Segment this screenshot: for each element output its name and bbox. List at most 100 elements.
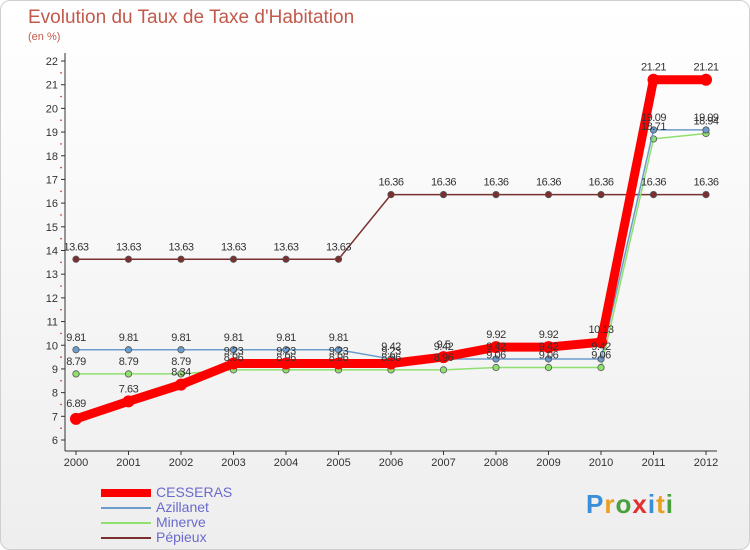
data-label: 16.36 (536, 177, 561, 189)
data-point (72, 370, 80, 378)
y-minor-dot (60, 72, 62, 74)
data-label: 9.92 (486, 329, 506, 341)
data-label: 13.63 (221, 241, 246, 253)
data-point (72, 255, 80, 263)
data-label: 18.71 (641, 121, 666, 133)
chart-subtitle: (en %) (28, 31, 61, 43)
legend-label: Pépieux (156, 529, 207, 545)
data-point (280, 357, 292, 370)
logo-letter: x (632, 489, 648, 519)
data-point (385, 357, 397, 370)
data-label: 16.36 (378, 177, 403, 189)
data-point (437, 351, 450, 364)
y-minor-dot (60, 143, 62, 145)
data-point (544, 363, 553, 372)
data-point (72, 346, 80, 354)
logo-letter: i (665, 489, 674, 519)
data-point (649, 126, 658, 134)
data-label: 13.63 (63, 241, 88, 253)
legend-swatch (101, 537, 151, 539)
data-point (70, 412, 82, 425)
data-label: 8.34 (171, 367, 191, 379)
y-tick-label: 12 (46, 293, 58, 305)
y-minor-dot (60, 308, 62, 311)
y-tick-label: 20 (46, 103, 58, 115)
legend-swatch (101, 522, 151, 524)
data-label: 9.81 (171, 332, 191, 344)
data-label: 9.23 (224, 345, 244, 357)
data-label: 18.94 (693, 115, 718, 127)
data-point (124, 370, 133, 378)
y-tick-label: 18 (46, 151, 58, 163)
data-point (490, 341, 502, 354)
data-point (124, 346, 133, 354)
y-tick-label: 16 (46, 198, 58, 210)
y-minor-dot (60, 379, 62, 382)
chart-title: Evolution du Taux de Taxe d'Habitation (28, 7, 355, 28)
x-tick-label: 2003 (221, 457, 245, 469)
data-label: 16.36 (431, 177, 456, 189)
data-point (332, 357, 345, 370)
data-point (542, 341, 555, 354)
data-label: 9.42 (539, 341, 559, 353)
x-tick-label: 2000 (64, 457, 88, 469)
x-tick-label: 2005 (326, 457, 350, 469)
data-point (647, 73, 660, 86)
legend-swatch (101, 507, 151, 509)
x-tick-label: 2008 (484, 457, 508, 469)
data-label: 13.63 (326, 241, 351, 253)
data-point (492, 190, 500, 199)
x-tick-label: 2004 (274, 457, 298, 469)
data-point (702, 190, 710, 199)
legend-label: Azillanet (156, 499, 209, 515)
x-tick-label: 2010 (589, 457, 613, 469)
x-tick-label: 2002 (169, 457, 193, 469)
data-label: 9.42 (591, 341, 611, 353)
x-tick-label: 2001 (116, 457, 140, 469)
data-label: 10.13 (588, 324, 613, 336)
data-label: 9.81 (276, 332, 296, 344)
y-minor-dot (60, 119, 62, 122)
logo-letter: P (586, 489, 605, 519)
data-point (492, 363, 500, 372)
y-minor-dot (60, 332, 62, 335)
data-label: 9.23 (276, 345, 296, 357)
data-point (649, 190, 658, 199)
data-label: 9.5 (437, 339, 451, 351)
data-point (229, 346, 238, 354)
y-tick-label: 6 (52, 435, 58, 447)
y-minor-dot (60, 166, 62, 169)
data-label: 16.36 (641, 177, 666, 189)
y-minor-dot (60, 190, 62, 193)
data-label: 9.23 (329, 345, 349, 357)
data-point (595, 336, 607, 349)
logo-letter: i (647, 489, 657, 519)
data-label: 9.42 (381, 341, 401, 353)
data-label: 9.06 (486, 350, 506, 362)
data-label: 9.81 (224, 332, 244, 344)
data-label: 9.06 (539, 350, 559, 362)
data-label: 16.36 (483, 177, 508, 189)
legend-label: Minerve (156, 514, 206, 530)
y-minor-dot (60, 285, 62, 287)
data-point (439, 190, 448, 199)
x-tick-label: 2009 (536, 457, 560, 469)
proxiti-logo: Proxiti (586, 489, 674, 520)
data-point (122, 395, 135, 408)
y-tick-label: 21 (46, 80, 58, 92)
y-tick-label: 19 (46, 127, 58, 139)
data-label: 6.89 (66, 398, 86, 410)
x-tick-label: 2011 (642, 457, 666, 469)
logo-letter: t (656, 489, 666, 519)
data-label: 21.21 (693, 62, 718, 74)
legend-label: CESSERAS (156, 484, 233, 500)
data-point (229, 255, 238, 263)
y-tick-label: 15 (46, 222, 58, 234)
data-label: 8.96 (224, 352, 244, 364)
y-tick-label: 10 (46, 340, 58, 352)
y-tick-label: 17 (46, 174, 58, 186)
data-label: 21.21 (641, 62, 666, 74)
y-tick-label: 11 (47, 317, 58, 329)
data-point (282, 346, 290, 354)
